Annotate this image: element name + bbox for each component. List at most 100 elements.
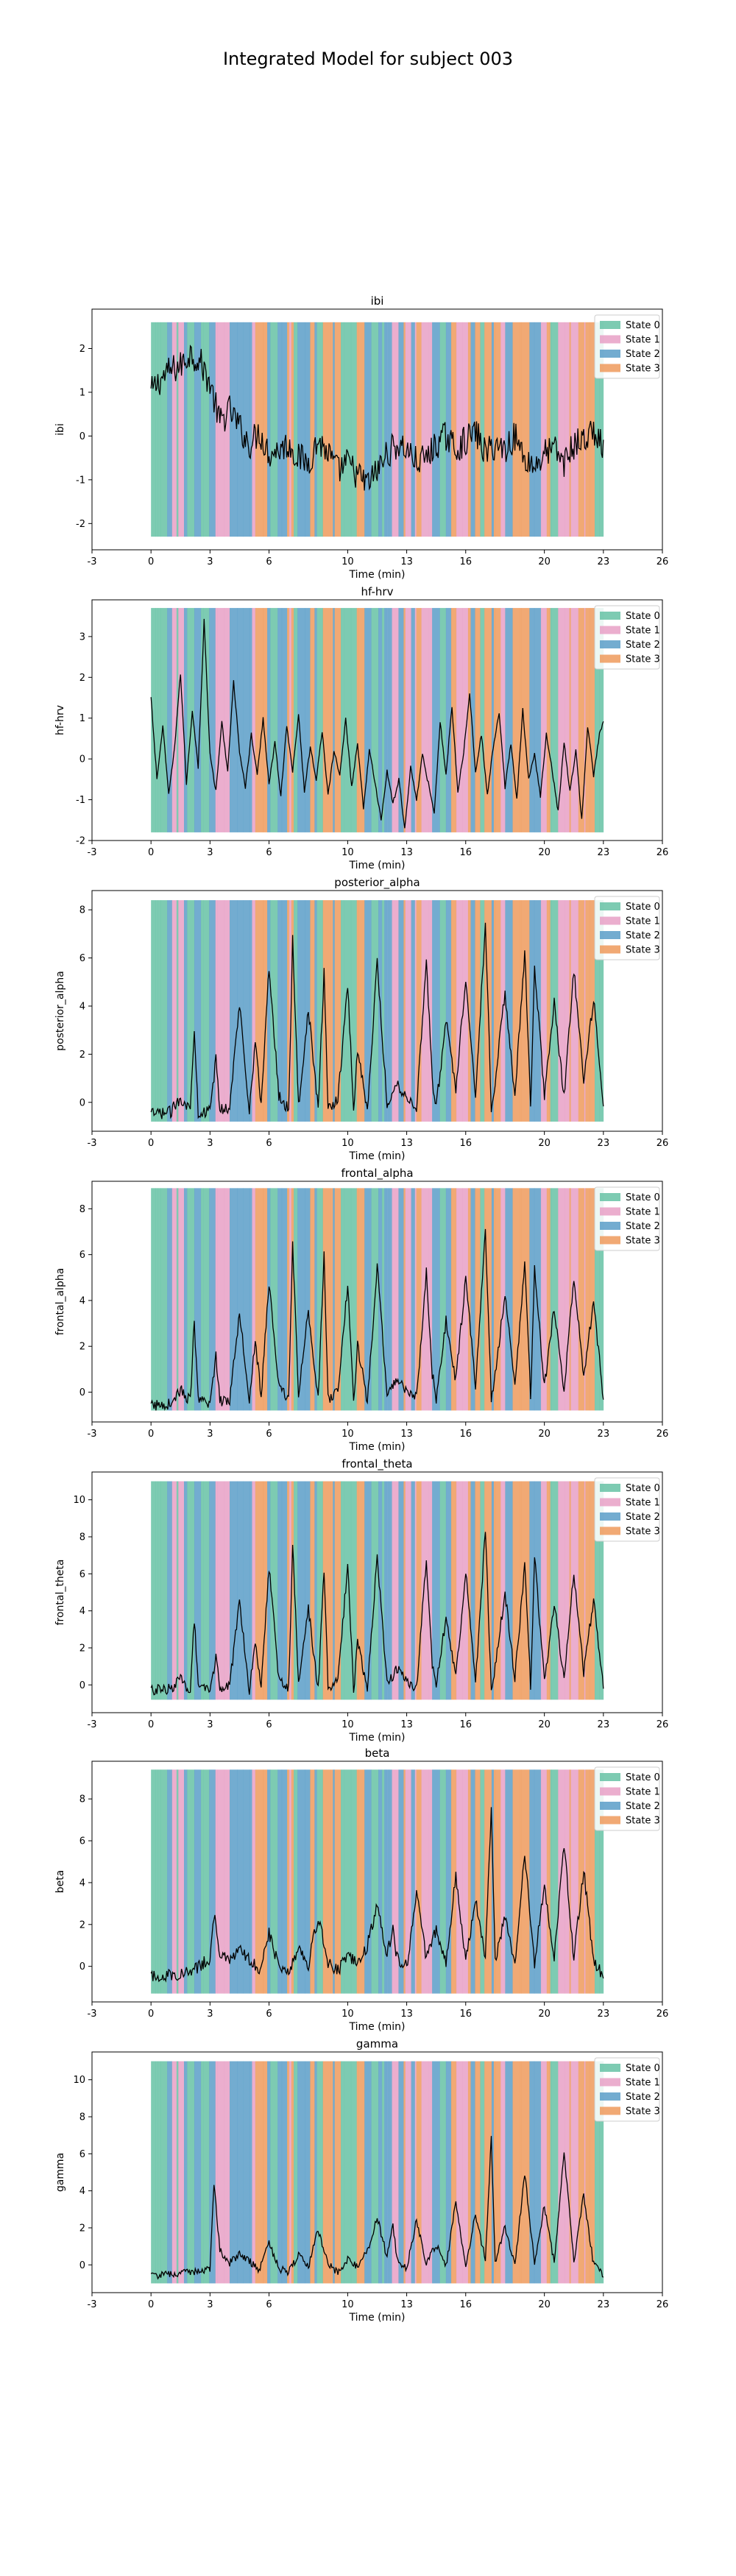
state-bands	[151, 900, 604, 1122]
axes-frame	[91, 308, 663, 551]
state-band-0	[316, 322, 324, 537]
state-band-3	[416, 1188, 422, 1411]
state-band-3	[255, 2061, 263, 2284]
state-band-2	[505, 900, 513, 1122]
state-band-2	[384, 1188, 386, 1411]
state-band-1	[405, 1188, 411, 1411]
state-band-2	[314, 608, 317, 832]
state-band-1	[421, 1769, 430, 1994]
legend-swatch	[600, 335, 620, 344]
x-tick-label: -3	[88, 1429, 97, 1440]
y-tick-label: -1	[76, 795, 85, 806]
legend-label: State 3	[626, 1236, 660, 1247]
signal-line	[150, 922, 604, 1119]
legend-label: State 3	[626, 1526, 660, 1538]
state-band-1	[392, 322, 399, 537]
state-band-0	[439, 900, 447, 1122]
state-band-1	[584, 900, 586, 1122]
state-band-2	[230, 1481, 238, 1700]
state-band-3	[495, 900, 501, 1122]
state-band-0	[316, 2061, 324, 2284]
x-tick-label: 10	[342, 2299, 354, 2310]
y-tick-label: 0	[79, 1097, 85, 1108]
state-band-2	[305, 608, 311, 832]
state-band-2	[386, 1481, 389, 1700]
y-tick-label: 2	[79, 2223, 85, 2234]
x-axis-label: Time (min)	[348, 2312, 405, 2324]
state-band-2	[314, 900, 317, 1122]
state-band-0	[203, 900, 210, 1122]
state-band-0	[344, 1188, 352, 1411]
state-band-2	[305, 2061, 311, 2284]
state-band-2	[389, 1769, 392, 1994]
state-band-2	[281, 1481, 288, 1700]
x-tick-label: 0	[148, 1719, 154, 1730]
legend-box	[594, 314, 660, 379]
state-band-2	[432, 1188, 440, 1411]
state-band-0	[155, 608, 158, 832]
x-tick-label: 13	[400, 1719, 413, 1730]
state-band-0	[203, 1769, 210, 1994]
state-band-2	[237, 2061, 244, 2284]
x-tick-label: 26	[657, 556, 669, 567]
state-band-2	[194, 2061, 202, 2284]
y-tick-label: 4	[79, 2186, 85, 2197]
state-band-0	[270, 608, 278, 832]
state-band-1	[224, 1769, 230, 1994]
state-band-3	[546, 900, 550, 1122]
state-band-1	[215, 1188, 218, 1411]
legend: State 0 State 1 State 2 State 3	[594, 1186, 660, 1251]
y-tick-label: 1	[79, 387, 85, 398]
legend-label: State 0	[626, 1483, 660, 1494]
x-axis-label: Time (min)	[348, 2021, 405, 2033]
legend-label: State 2	[626, 640, 660, 651]
state-band-3	[549, 2061, 551, 2284]
state-band-3	[356, 1769, 359, 1994]
state-band-0	[270, 1188, 278, 1411]
state-band-0	[599, 1769, 604, 1994]
state-band-0	[480, 608, 485, 832]
state-band-1	[428, 900, 433, 1122]
state-band-0	[344, 608, 352, 832]
state-band-2	[237, 1769, 244, 1994]
state-band-2	[398, 1481, 404, 1700]
state-band-1	[570, 2061, 579, 2284]
state-band-0	[187, 1188, 195, 1411]
legend-swatch	[600, 640, 620, 648]
axes-frame	[91, 1761, 663, 2003]
chart-panel-ibi: ibi -3 0 3 6 10 13 16 20 23 26 -2 -1 0 1 2 Time (min) ibi…	[54, 294, 668, 581]
state-band-2	[534, 322, 542, 537]
state-band-1	[171, 1769, 177, 1994]
state-band-0	[350, 1769, 357, 1994]
legend-swatch	[600, 1484, 620, 1492]
state-band-2	[305, 1481, 311, 1700]
state-band-2	[378, 608, 383, 832]
state-band-3	[287, 1188, 290, 1411]
state-band-0	[187, 1481, 195, 1700]
state-band-1	[421, 2061, 430, 2284]
state-band-2	[378, 322, 383, 537]
state-band-0	[550, 1769, 552, 1994]
state-band-2	[305, 1188, 311, 1411]
state-band-3	[493, 2061, 496, 2284]
y-tick-label: 8	[79, 905, 85, 916]
state-band-2	[237, 1481, 244, 1700]
state-band-1	[462, 322, 469, 537]
legend-swatch	[600, 902, 620, 910]
y-tick-label: 6	[79, 953, 85, 964]
state-band-0	[371, 900, 379, 1122]
state-band-2	[384, 1481, 386, 1700]
x-tick-label: 23	[598, 2009, 610, 2020]
y-tick-label: 0	[79, 1387, 85, 1398]
state-band-0	[316, 1769, 324, 1994]
state-band-2	[470, 2061, 475, 2284]
state-band-1	[414, 1481, 417, 1700]
state-band-3	[310, 322, 315, 537]
state-band-1	[252, 900, 256, 1122]
state-band-1	[570, 1188, 579, 1411]
state-band-1	[414, 322, 417, 537]
state-band-2	[386, 900, 389, 1122]
state-band-0	[155, 322, 158, 537]
state-band-1	[392, 2061, 399, 2284]
